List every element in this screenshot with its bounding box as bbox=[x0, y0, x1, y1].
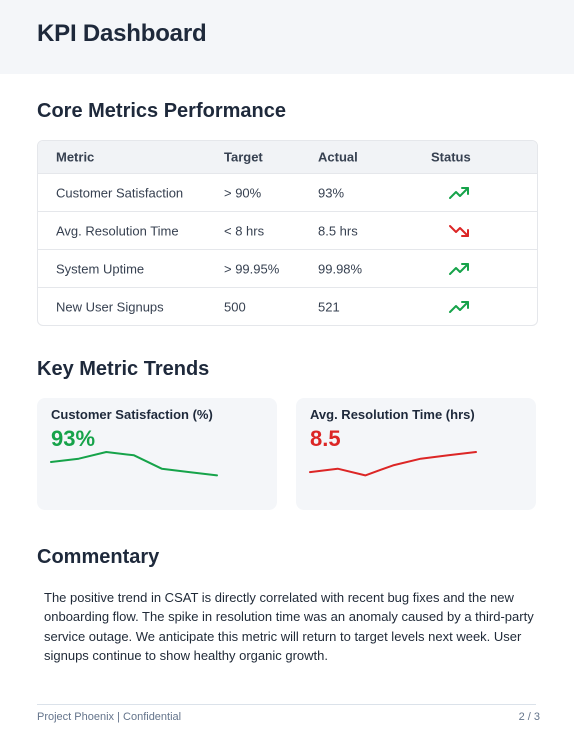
trend-cards: Customer Satisfaction (%) 93% Avg. Resol… bbox=[37, 398, 536, 510]
column-header-target: Target bbox=[224, 149, 263, 165]
trending-down-icon bbox=[449, 225, 469, 237]
trend-card-title: Avg. Resolution Time (hrs) bbox=[310, 407, 475, 422]
table-row: System Uptime > 99.95% 99.98% bbox=[38, 249, 537, 287]
core-metrics-table: Metric Target Actual Status Customer Sat… bbox=[37, 140, 538, 326]
resolution-time-sparkline bbox=[309, 451, 477, 477]
page-header: KPI Dashboard bbox=[0, 0, 574, 74]
page-number: 2 / 3 bbox=[518, 711, 540, 723]
csat-sparkline bbox=[50, 451, 218, 477]
target-cell: > 90% bbox=[224, 185, 262, 200]
trend-card-title: Customer Satisfaction (%) bbox=[51, 407, 213, 422]
metric-cell: New User Signups bbox=[56, 299, 164, 314]
trending-up-icon bbox=[449, 301, 469, 313]
target-cell: 500 bbox=[224, 299, 246, 314]
sparkline-series bbox=[50, 451, 218, 477]
column-header-status: Status bbox=[431, 149, 471, 165]
table-row: Avg. Resolution Time < 8 hrs 8.5 hrs bbox=[38, 211, 537, 249]
trend-card-resolution-time: Avg. Resolution Time (hrs) 8.5 bbox=[296, 398, 536, 510]
target-cell: < 8 hrs bbox=[224, 223, 265, 238]
table-row: New User Signups 500 521 bbox=[38, 287, 537, 325]
footer-divider bbox=[37, 704, 536, 705]
actual-cell: 8.5 hrs bbox=[318, 223, 358, 238]
trend-card-csat: Customer Satisfaction (%) 93% bbox=[37, 398, 277, 510]
trend-card-value: 8.5 bbox=[310, 426, 341, 451]
commentary-text: The positive trend in CSAT is directly c… bbox=[44, 590, 534, 663]
trend-card-value: 93% bbox=[51, 426, 96, 451]
metric-cell: System Uptime bbox=[56, 261, 145, 276]
footer-project-label: Project Phoenix | Confidential bbox=[37, 711, 182, 723]
trending-up-icon bbox=[449, 187, 469, 199]
trending-up-icon bbox=[449, 263, 469, 275]
metric-cell: Avg. Resolution Time bbox=[56, 223, 179, 238]
actual-cell: 521 bbox=[318, 299, 340, 314]
commentary-heading: Commentary bbox=[37, 546, 160, 568]
metric-cell: Customer Satisfaction bbox=[56, 185, 184, 200]
key-metric-trends-heading: Key Metric Trends bbox=[37, 358, 210, 380]
target-cell: > 99.95% bbox=[224, 261, 280, 276]
table-row: Customer Satisfaction > 90% 93% bbox=[38, 173, 537, 211]
page-title: KPI Dashboard bbox=[37, 20, 207, 47]
actual-cell: 93% bbox=[318, 185, 345, 200]
column-header-metric: Metric bbox=[56, 149, 95, 165]
table-header: Metric Target Actual Status bbox=[38, 141, 537, 173]
actual-cell: 99.98% bbox=[318, 261, 363, 276]
sparkline-series bbox=[309, 451, 477, 477]
column-header-actual: Actual bbox=[318, 149, 358, 165]
core-metrics-heading: Core Metrics Performance bbox=[37, 100, 286, 122]
